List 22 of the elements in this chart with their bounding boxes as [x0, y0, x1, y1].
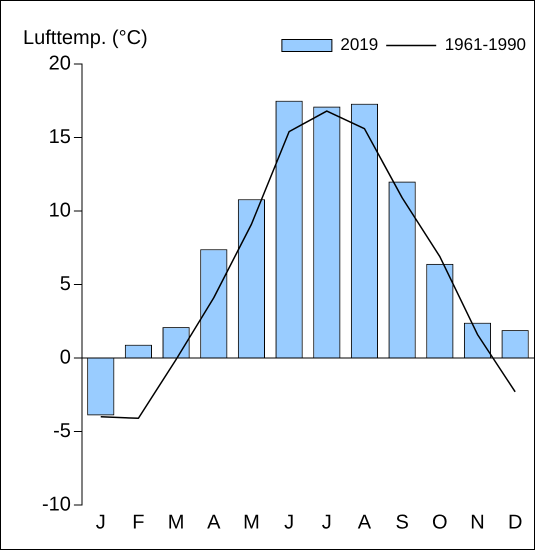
- x-tick-label: A: [358, 512, 372, 534]
- y-tick-label: -5: [53, 420, 71, 442]
- x-tick-label: D: [508, 512, 522, 534]
- x-tick-label: A: [207, 512, 222, 534]
- x-tick-label: J: [284, 512, 294, 534]
- y-tick-label: -10: [42, 494, 71, 516]
- legend-label: 2019: [340, 35, 378, 54]
- y-tick-label: 5: [60, 273, 71, 296]
- x-tick-label: J: [96, 512, 106, 534]
- x-tick-label: S: [395, 512, 409, 534]
- y-axis-title: Lufttemp. (°C): [23, 27, 148, 50]
- y-tick-label: 0: [60, 346, 71, 369]
- x-tick-label: N: [470, 512, 485, 534]
- x-tick-label: F: [132, 512, 145, 534]
- y-tick-label: 15: [48, 126, 71, 148]
- legend-label: 1961-1990: [444, 35, 526, 54]
- x-tick-label: O: [432, 512, 448, 534]
- x-tick-label: M: [243, 512, 260, 534]
- y-tick-label: 20: [48, 52, 71, 75]
- x-tick-label: M: [168, 512, 184, 534]
- y-tick-label: 10: [48, 200, 71, 222]
- x-tick-label: J: [322, 512, 332, 534]
